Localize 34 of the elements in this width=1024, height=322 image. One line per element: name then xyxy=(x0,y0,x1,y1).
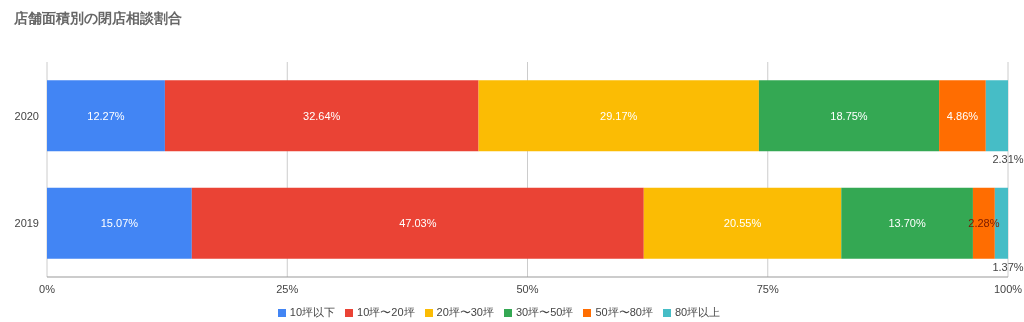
legend-label: 10坪以下 xyxy=(289,306,336,318)
bar xyxy=(478,80,759,152)
x-tick-label: 50% xyxy=(516,282,539,295)
bar xyxy=(47,187,192,259)
legend-label: 50坪〜80坪 xyxy=(595,306,653,318)
bar xyxy=(164,80,479,152)
x-tick-label: 100% xyxy=(993,282,1023,295)
data-label: 1.37% xyxy=(992,260,1024,273)
x-tick-label: 25% xyxy=(276,282,299,295)
data-label: 2.31% xyxy=(992,153,1024,166)
bar xyxy=(939,80,986,152)
y-tick-label: 2019 xyxy=(14,217,39,230)
legend-label: 30坪〜50坪 xyxy=(516,306,574,318)
data-label: 15.07% xyxy=(100,217,139,230)
data-label: 47.03% xyxy=(399,217,437,230)
chart-title: 店舗面積別の閉店相談割合 xyxy=(14,10,182,28)
data-label: 29.17% xyxy=(600,109,638,122)
bar xyxy=(758,80,940,152)
bar xyxy=(47,80,165,152)
x-tick-label: 75% xyxy=(756,282,779,295)
legend-label: 20坪〜30坪 xyxy=(436,306,494,318)
data-label: 32.64% xyxy=(303,109,341,122)
bar xyxy=(191,187,644,259)
data-label: 13.70% xyxy=(888,217,926,230)
y-tick-label: 2020 xyxy=(14,109,39,122)
legend-label: 10坪〜20坪 xyxy=(357,306,415,318)
data-label: 18.75% xyxy=(830,109,868,122)
data-label: 4.86% xyxy=(946,109,979,122)
data-label: 20.55% xyxy=(723,217,762,230)
x-tick-label: 0% xyxy=(39,282,56,295)
data-label: 12.27% xyxy=(87,109,125,122)
bar xyxy=(985,80,1008,152)
legend-label: 80坪以上 xyxy=(674,306,721,318)
bar xyxy=(643,187,842,259)
